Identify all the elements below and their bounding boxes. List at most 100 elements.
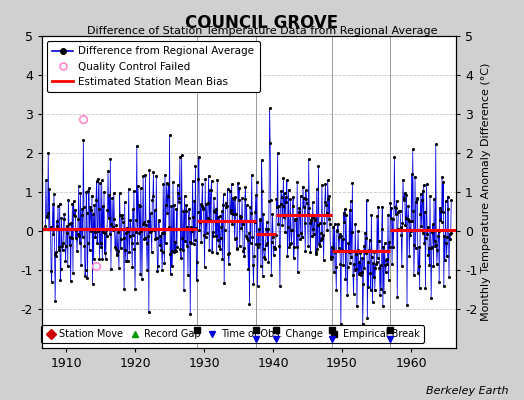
Point bbox=[157, 247, 165, 254]
Point bbox=[416, 211, 424, 217]
Point bbox=[375, 238, 383, 244]
Point bbox=[91, 229, 99, 235]
Point bbox=[53, 218, 61, 224]
Point bbox=[368, 254, 376, 260]
Point bbox=[247, 210, 255, 216]
Point bbox=[86, 203, 94, 210]
Point bbox=[400, 194, 408, 201]
Point bbox=[58, 242, 66, 249]
Point bbox=[92, 197, 100, 204]
Point bbox=[358, 321, 367, 328]
Point bbox=[386, 200, 395, 206]
Point bbox=[46, 223, 54, 230]
Point bbox=[197, 238, 205, 245]
Point bbox=[302, 187, 310, 194]
Point bbox=[222, 204, 231, 210]
Point bbox=[117, 236, 125, 243]
Point bbox=[168, 248, 177, 255]
Point bbox=[347, 254, 355, 260]
Point bbox=[359, 281, 367, 287]
Point bbox=[326, 254, 335, 260]
Point bbox=[444, 206, 453, 212]
Point bbox=[379, 244, 388, 250]
Point bbox=[410, 272, 418, 278]
Point bbox=[279, 203, 287, 210]
Point bbox=[184, 271, 192, 278]
Point bbox=[340, 219, 348, 226]
Point bbox=[261, 242, 270, 249]
Point bbox=[441, 198, 450, 205]
Point bbox=[405, 218, 413, 224]
Point bbox=[393, 293, 401, 300]
Point bbox=[334, 220, 342, 227]
Point bbox=[104, 168, 112, 174]
Point bbox=[55, 247, 63, 254]
Point bbox=[318, 235, 326, 241]
Point bbox=[284, 224, 292, 230]
Point bbox=[185, 206, 193, 213]
Point bbox=[314, 163, 323, 170]
Point bbox=[67, 278, 75, 284]
Point bbox=[175, 194, 183, 201]
Point bbox=[161, 240, 170, 246]
Point bbox=[355, 259, 364, 265]
Point bbox=[72, 227, 81, 234]
Point bbox=[150, 206, 159, 213]
Point bbox=[364, 258, 372, 265]
Point bbox=[114, 229, 122, 235]
Point bbox=[260, 254, 269, 260]
Point bbox=[164, 181, 172, 188]
Point bbox=[56, 200, 64, 207]
Point bbox=[367, 212, 376, 218]
Point bbox=[77, 190, 85, 196]
Point bbox=[83, 210, 91, 216]
Point bbox=[57, 266, 65, 272]
Point bbox=[329, 245, 337, 252]
Point bbox=[81, 267, 90, 273]
Point bbox=[70, 212, 78, 219]
Point bbox=[248, 234, 257, 241]
Point bbox=[169, 248, 178, 255]
Point bbox=[85, 185, 93, 191]
Point bbox=[222, 200, 230, 206]
Point bbox=[114, 248, 123, 254]
Point bbox=[93, 240, 101, 246]
Point bbox=[263, 239, 271, 246]
Point bbox=[238, 221, 247, 227]
Point bbox=[187, 240, 195, 246]
Point bbox=[405, 253, 413, 259]
Point bbox=[395, 208, 403, 215]
Point bbox=[334, 244, 343, 251]
Point bbox=[276, 283, 284, 289]
Point bbox=[133, 240, 141, 246]
Point bbox=[211, 233, 220, 239]
Point bbox=[118, 215, 127, 222]
Point bbox=[316, 243, 324, 249]
Point bbox=[61, 258, 70, 264]
Point bbox=[125, 186, 133, 192]
Point bbox=[103, 207, 112, 213]
Point bbox=[294, 232, 302, 238]
Point bbox=[252, 241, 260, 247]
Point bbox=[326, 221, 334, 228]
Point bbox=[106, 156, 115, 162]
Point bbox=[170, 247, 179, 254]
Point bbox=[439, 209, 447, 215]
Point bbox=[213, 250, 221, 256]
Point bbox=[97, 244, 105, 250]
Point bbox=[204, 199, 212, 206]
Point bbox=[345, 207, 354, 213]
Point bbox=[267, 196, 275, 203]
Point bbox=[149, 169, 158, 175]
Point bbox=[102, 226, 111, 233]
Point bbox=[88, 193, 96, 199]
Point bbox=[62, 243, 70, 249]
Point bbox=[416, 284, 424, 291]
Point bbox=[337, 232, 346, 239]
Point bbox=[154, 268, 162, 274]
Point bbox=[151, 236, 159, 242]
Point bbox=[288, 227, 296, 234]
Point bbox=[420, 182, 428, 188]
Point bbox=[236, 213, 245, 220]
Point bbox=[323, 177, 332, 184]
